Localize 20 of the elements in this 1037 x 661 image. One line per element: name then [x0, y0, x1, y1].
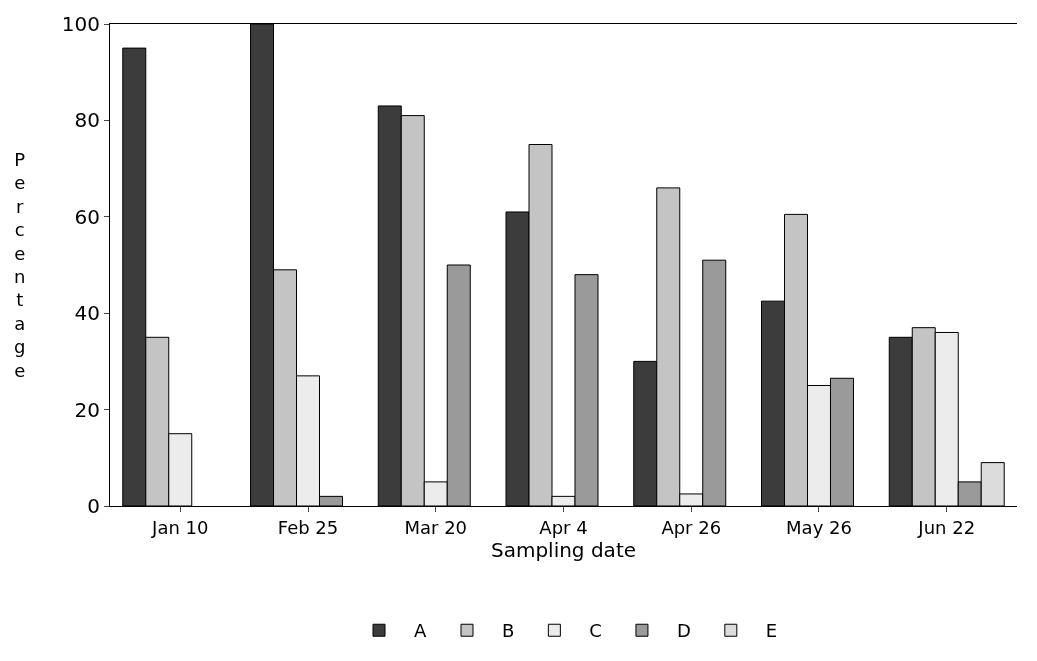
x-axis-title: Sampling date — [490, 537, 637, 562]
x-tick-label: Apr 4 — [539, 516, 588, 538]
x-tick-label: Mar 20 — [404, 516, 468, 538]
x-tick-label: Apr 26 — [661, 516, 722, 538]
legend-label: A — [414, 620, 427, 642]
y-tick-label: 40 — [74, 301, 100, 326]
legend-label: C — [589, 620, 602, 642]
y-tick-label: 0 — [87, 494, 100, 518]
text: Percentage — [14, 149, 26, 381]
x-tick-label: Feb 25 — [277, 516, 339, 538]
legend-label: E — [765, 620, 778, 642]
legend-label: D — [676, 620, 691, 642]
y-tick-label: 60 — [74, 204, 100, 229]
y-tick-label: 80 — [74, 108, 100, 133]
x-tick-label: May 26 — [786, 516, 852, 538]
y-tick-label: 20 — [74, 397, 100, 422]
x-tick-label: Jun 22 — [917, 516, 976, 538]
y-tick-label: 100 — [61, 12, 100, 36]
legend-label: B — [502, 620, 515, 642]
x-tick-label: Jan 10 — [151, 516, 209, 538]
